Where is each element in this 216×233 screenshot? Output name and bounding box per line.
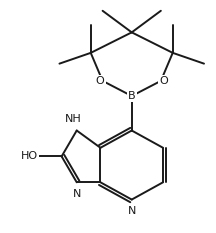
Text: HO: HO [21,151,38,161]
Text: N: N [73,189,81,199]
Text: O: O [159,76,168,86]
Text: B: B [128,91,136,101]
Text: N: N [127,206,136,216]
Text: NH: NH [65,114,82,124]
Text: O: O [96,76,104,86]
